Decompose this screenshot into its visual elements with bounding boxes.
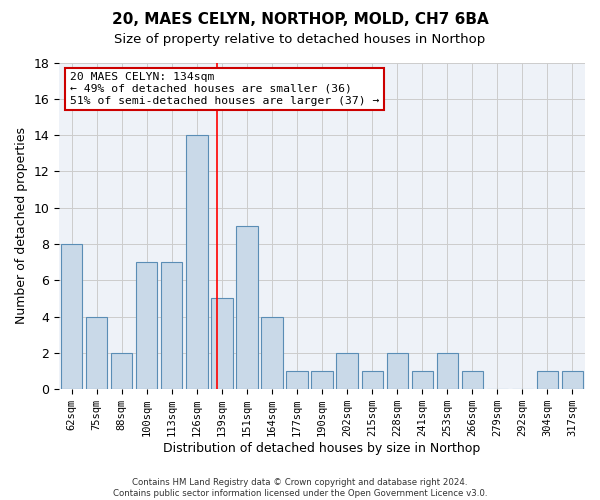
Bar (61, 244, 82, 389)
Text: Size of property relative to detached houses in Northop: Size of property relative to detached ho… (115, 32, 485, 46)
Bar (262, 316, 283, 389)
Bar (86, 316, 107, 389)
Y-axis label: Number of detached properties: Number of detached properties (15, 128, 28, 324)
Bar (286, 371, 308, 389)
Bar (537, 371, 558, 389)
Bar (562, 371, 583, 389)
Bar (386, 353, 408, 389)
Bar (186, 135, 208, 389)
Bar (111, 353, 133, 389)
Bar (236, 226, 257, 389)
Bar (337, 353, 358, 389)
Bar (412, 371, 433, 389)
Bar (136, 262, 157, 389)
X-axis label: Distribution of detached houses by size in Northop: Distribution of detached houses by size … (163, 442, 481, 455)
Bar (211, 298, 233, 389)
Text: 20 MAES CELYN: 134sqm
← 49% of detached houses are smaller (36)
51% of semi-deta: 20 MAES CELYN: 134sqm ← 49% of detached … (70, 72, 379, 106)
Bar (161, 262, 182, 389)
Bar (311, 371, 333, 389)
Text: 20, MAES CELYN, NORTHOP, MOLD, CH7 6BA: 20, MAES CELYN, NORTHOP, MOLD, CH7 6BA (112, 12, 488, 28)
Bar (437, 353, 458, 389)
Text: Contains HM Land Registry data © Crown copyright and database right 2024.
Contai: Contains HM Land Registry data © Crown c… (113, 478, 487, 498)
Bar (461, 371, 483, 389)
Bar (362, 371, 383, 389)
